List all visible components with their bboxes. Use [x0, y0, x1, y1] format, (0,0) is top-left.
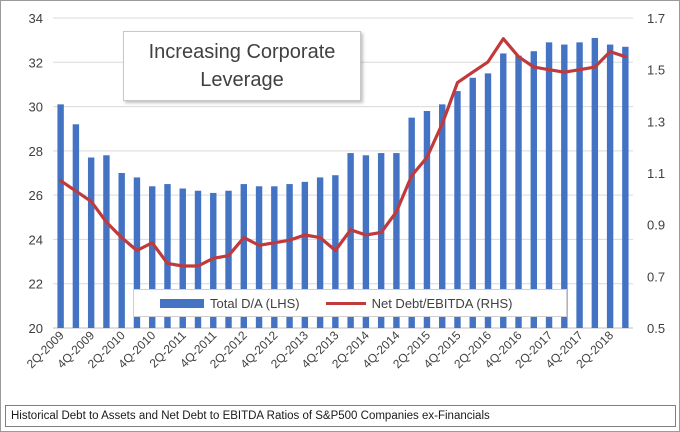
chart-title-line1: Increasing Corporate	[148, 41, 336, 63]
bar	[164, 184, 171, 328]
left-tick-label: 26	[29, 188, 43, 203]
right-tick-label: 1.5	[647, 63, 665, 78]
bar	[301, 181, 309, 328]
bar	[210, 192, 217, 328]
left-tick-label: 24	[29, 232, 43, 247]
chart-title-line2: Leverage	[200, 69, 284, 91]
left-tick-label: 32	[29, 55, 43, 70]
legend-item-net-debt-ebitda: Net Debt/EBITDA (RHS)	[325, 295, 513, 311]
right-tick-label: 1.7	[647, 11, 665, 26]
right-tick-label: 1.1	[647, 166, 665, 181]
bar	[393, 153, 400, 328]
bar	[225, 190, 232, 328]
legend-swatch-line	[325, 301, 366, 305]
right-tick-label: 0.5	[647, 321, 665, 336]
bar-series-total-da	[57, 37, 629, 329]
legend-label-net-debt-ebitda: Net Debt/EBITDA (RHS)	[371, 295, 513, 311]
right-tick-label: 0.7	[647, 269, 665, 284]
bar	[72, 124, 80, 329]
bar	[500, 53, 507, 329]
bar	[57, 104, 64, 328]
legend-label-total-da: Total D/A (LHS)	[210, 295, 300, 311]
left-tick-label: 22	[29, 277, 43, 292]
left-axis-ticks: 20 22 24 26 28 30 32 34	[29, 11, 43, 336]
bar	[377, 153, 385, 328]
bar	[622, 46, 629, 329]
bar	[133, 177, 141, 328]
x-axis-ticks: 2Q-20094Q-20092Q-20104Q-20102Q-20114Q-20…	[24, 328, 617, 371]
line-series-net-debt-ebitda	[58, 37, 628, 268]
left-tick-label: 34	[29, 11, 43, 26]
chart-legend: Total D/A (LHS) Net Debt/EBITDA (RHS)	[133, 289, 567, 317]
left-tick-label: 20	[29, 321, 43, 336]
bar	[194, 190, 202, 328]
chart-caption: Historical Debt to Assets and Net Debt t…	[5, 405, 676, 427]
bar	[87, 157, 95, 328]
bar	[454, 91, 461, 328]
left-tick-label: 28	[29, 144, 43, 159]
bar	[316, 177, 324, 328]
bar	[103, 155, 110, 328]
bar	[606, 44, 614, 328]
bar	[469, 77, 476, 329]
legend-item-total-da: Total D/A (LHS)	[160, 296, 300, 311]
bar	[286, 184, 293, 328]
bar	[271, 186, 278, 328]
bar	[561, 44, 568, 328]
bar	[530, 51, 537, 328]
combo-chart: 20 22 24 26 28 30 32 34 0.5 0.7 0.9 1.1 1.3 1.5 1.7 2…	[24, 11, 665, 371]
bar	[515, 55, 522, 329]
bar	[576, 42, 583, 328]
bar	[423, 111, 431, 328]
bar	[347, 153, 354, 328]
bar	[149, 186, 156, 328]
bar	[439, 104, 446, 328]
bar	[118, 173, 125, 328]
right-tick-label: 1.3	[647, 114, 665, 129]
bar	[484, 73, 492, 328]
legend-swatch-bar	[160, 298, 204, 308]
bar	[179, 188, 186, 328]
bar	[240, 184, 247, 328]
series-line	[58, 37, 628, 268]
bar	[545, 42, 553, 328]
bar	[362, 155, 370, 328]
left-tick-label: 30	[29, 100, 43, 115]
chart-title-box: Increasing Corporate Leverage	[123, 31, 361, 101]
right-axis-ticks: 0.5 0.7 0.9 1.1 1.3 1.5 1.7	[647, 11, 665, 336]
bar	[255, 186, 263, 328]
right-tick-label: 0.9	[647, 218, 665, 233]
bar	[591, 37, 599, 329]
bar	[408, 117, 415, 329]
